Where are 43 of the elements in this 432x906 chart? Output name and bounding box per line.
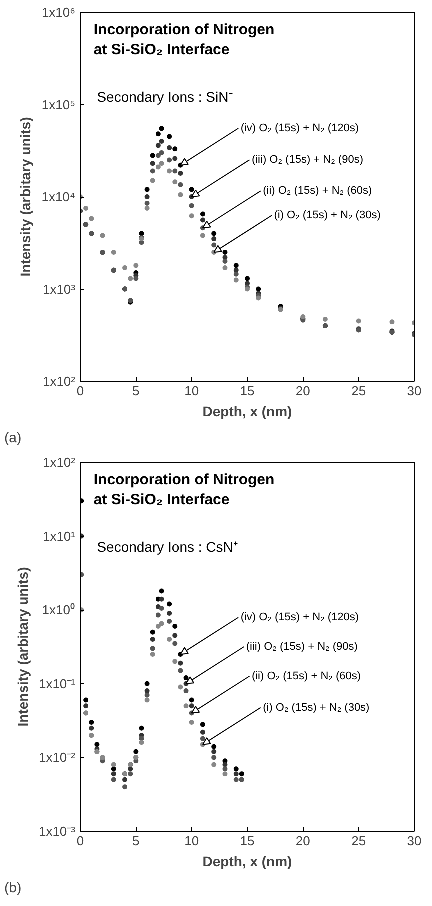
text: (b) (4, 880, 22, 896)
text: Secondary Ions : SiN⁻ (97, 88, 234, 105)
x-tick-label: 20 (296, 384, 310, 398)
x-tick-label: 30 (407, 384, 422, 398)
x-tick-label: 25 (352, 384, 366, 398)
y-tick-label: 1x10⁴ (42, 190, 76, 204)
y-axis-title: Intensity (arbitary units) (18, 117, 34, 277)
text: (ii) O₂ (15s) + N₂ (60s) (252, 670, 362, 682)
text: (iv) O₂ (15s) + N₂ (120s) (240, 122, 360, 135)
x-tick-label: 20 (296, 834, 310, 848)
y-tick-label: 1x10⁻¹ (38, 676, 76, 692)
x-tick-label: 0 (76, 384, 84, 398)
x-tick-label: 30 (407, 834, 422, 848)
x-tick-label: 25 (352, 834, 366, 848)
text: Incorporation of Nitrogen at Si-SiO₂ Interface (94, 471, 275, 509)
x-tick-label: 10 (184, 834, 200, 848)
text: (iii) O₂ (15s) + N₂ (90s) (252, 154, 364, 166)
text: (i) O₂ (15s) + N₂ (30s) (274, 210, 381, 222)
text: Incorporation of Nitrogen at Si-SiO₂ Interface (94, 21, 275, 59)
y-tick-label: 1x10² (42, 455, 76, 470)
x-tick-label: 0 (76, 834, 84, 848)
text: (ii) O₂ (15s) + N₂ (60s) (263, 185, 372, 198)
y-tick-label: 1x10¹ (42, 528, 76, 544)
x-tick-label: 5 (132, 384, 140, 398)
text: (iv) O₂ (15s) + N₂ (120s) (240, 612, 360, 624)
x-tick-label: 15 (240, 384, 255, 398)
y-tick-label: 1x10⁰ (42, 602, 76, 618)
y-tick-label: 1x10⁶ (42, 5, 76, 20)
y-axis-title: Intensity (arbitary units) (14, 567, 31, 727)
y-tick-label: 1x10⁵ (42, 97, 76, 112)
y-tick-label: 1x10⁻² (38, 750, 76, 766)
text: Secondary Ions : CsN⁺ (97, 538, 238, 555)
x-tick-label: 10 (184, 384, 200, 398)
y-tick-label: 1x10² (42, 374, 76, 389)
x-axis-title: Depth, x (nm) (202, 854, 292, 870)
y-tick-label: 1x10⁻³ (38, 824, 76, 839)
x-axis-title: Depth, x (nm) (202, 404, 292, 420)
text: (a) (4, 430, 22, 446)
x-tick-label: 15 (240, 834, 255, 848)
y-tick-label: 1x10³ (42, 282, 76, 297)
x-tick-label: 5 (132, 834, 140, 848)
text: (iii) O₂ (15s) + N₂ (90s) (246, 641, 358, 653)
text: (i) O₂ (15s) + N₂ (30s) (263, 702, 370, 714)
